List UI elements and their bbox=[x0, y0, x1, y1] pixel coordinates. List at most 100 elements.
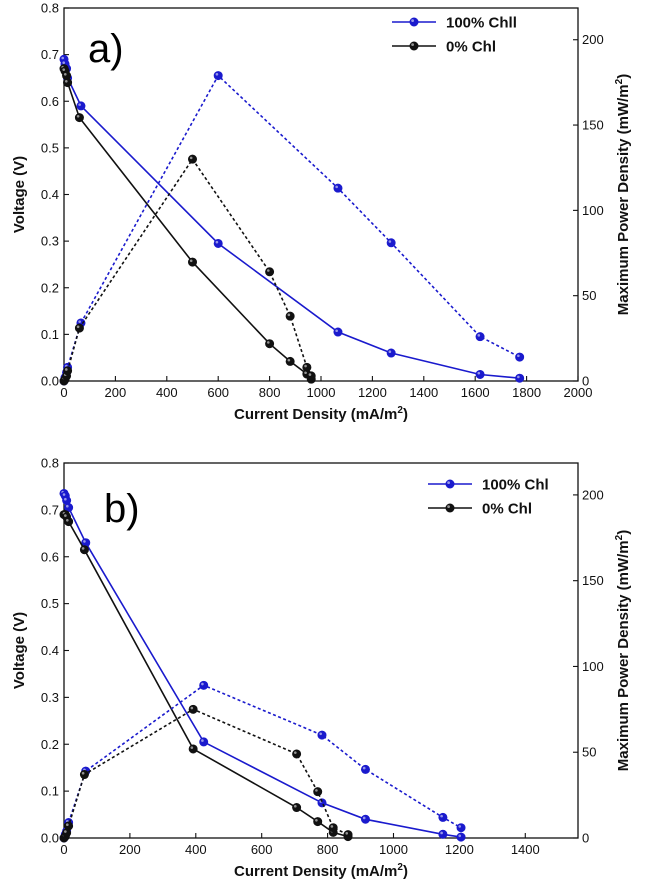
x-tick-label: 1000 bbox=[307, 385, 336, 400]
data-point-highlight bbox=[189, 259, 193, 263]
panel-label: a) bbox=[88, 27, 124, 71]
x-tick-label: 400 bbox=[185, 842, 207, 857]
y2-tick-label: 100 bbox=[582, 203, 604, 218]
data-point-highlight bbox=[64, 830, 67, 833]
data-point-highlight bbox=[477, 371, 481, 375]
data-point-highlight bbox=[215, 72, 219, 76]
data-point-highlight bbox=[62, 493, 66, 496]
data-point bbox=[265, 267, 275, 277]
data-point-highlight bbox=[287, 358, 291, 362]
y2-axis-label-sup: 2 bbox=[614, 534, 625, 540]
y-tick-label: 0.4 bbox=[41, 643, 59, 658]
data-point bbox=[475, 369, 485, 379]
data-point bbox=[63, 366, 73, 376]
y2-tick-label: 0 bbox=[582, 831, 589, 846]
data-point bbox=[475, 332, 485, 342]
data-point bbox=[285, 356, 295, 366]
data-point-highlight bbox=[76, 114, 80, 118]
legend-marker-highlight bbox=[411, 43, 414, 46]
series-line-2 bbox=[63, 74, 521, 382]
data-point bbox=[333, 327, 343, 337]
data-point-highlight bbox=[330, 825, 334, 828]
series-line-0 bbox=[63, 493, 462, 838]
data-point-highlight bbox=[66, 504, 69, 508]
data-point-highlight bbox=[61, 56, 64, 60]
data-point-highlight bbox=[458, 825, 462, 828]
y-tick-label: 0.3 bbox=[41, 234, 59, 249]
x-tick-label: 2000 bbox=[564, 385, 593, 400]
chart-panel-a: 0 200 400 600 800 1000 1200 1400 1600 1800 20000.0… bbox=[11, 1, 632, 424]
data-point-highlight bbox=[458, 834, 462, 838]
y-axis-label: Voltage (V) bbox=[11, 156, 28, 233]
data-point-highlight bbox=[517, 354, 520, 358]
data-point-highlight bbox=[64, 497, 67, 501]
x-tick-label: 1600 bbox=[461, 385, 490, 400]
y-tick-label: 0.5 bbox=[41, 596, 59, 611]
legend-marker bbox=[409, 17, 419, 27]
data-point-highlight bbox=[517, 375, 520, 379]
data-point-highlight bbox=[308, 373, 312, 376]
x-tick-label: 400 bbox=[156, 385, 178, 400]
y-tick-label: 0.8 bbox=[41, 1, 59, 16]
data-point-highlight bbox=[315, 789, 318, 792]
plot-frame bbox=[63, 462, 579, 839]
data-point bbox=[213, 238, 223, 248]
x-axis-label: Current Density (mA/m2) bbox=[234, 405, 408, 423]
y-tick-label: 0.1 bbox=[41, 327, 59, 342]
x-tick-label: 1400 bbox=[511, 842, 540, 857]
data-point-highlight bbox=[362, 816, 366, 820]
data-point-highlight bbox=[76, 325, 80, 329]
data-point bbox=[74, 323, 84, 333]
legend-label: 100% Chl bbox=[482, 477, 549, 494]
data-point-highlight bbox=[304, 371, 307, 375]
y2-tick-label: 200 bbox=[582, 487, 604, 502]
y-tick-label: 0.8 bbox=[41, 456, 59, 471]
data-point-highlight bbox=[440, 814, 443, 818]
y-tick-label: 0.7 bbox=[41, 47, 59, 62]
x-tick-label: 1200 bbox=[445, 842, 474, 857]
data-point bbox=[360, 764, 370, 774]
chart-panel-b: 0 200 400 600 800 1000 1200 14000.00.10.20.30.4… bbox=[11, 456, 632, 881]
legend-marker bbox=[409, 41, 419, 51]
data-point-highlight bbox=[78, 320, 81, 323]
y2-tick-label: 150 bbox=[582, 118, 604, 133]
y-tick-label: 0.2 bbox=[41, 737, 59, 752]
data-point bbox=[360, 814, 370, 824]
y-axis-label: Voltage (V) bbox=[11, 612, 28, 689]
legend-marker bbox=[445, 503, 455, 513]
x-tick-label: 600 bbox=[207, 385, 229, 400]
x-axis-label-tail: ) bbox=[403, 406, 408, 423]
x-tick-label: 800 bbox=[317, 842, 339, 857]
data-point bbox=[456, 832, 466, 842]
data-point bbox=[456, 823, 466, 833]
data-point-highlight bbox=[388, 350, 392, 354]
data-point bbox=[188, 154, 198, 164]
data-point bbox=[328, 823, 338, 833]
data-point-highlight bbox=[64, 80, 68, 83]
data-point bbox=[63, 78, 73, 88]
y2-axis-label-tail: ) bbox=[615, 74, 632, 79]
legend-marker bbox=[445, 479, 455, 489]
legend-marker-highlight bbox=[447, 505, 450, 508]
data-point-highlight bbox=[81, 547, 85, 550]
data-point-highlight bbox=[304, 364, 307, 368]
data-point bbox=[343, 830, 353, 840]
x-tick-label: 0 bbox=[60, 385, 67, 400]
data-point-highlight bbox=[190, 706, 194, 710]
data-point bbox=[313, 787, 323, 797]
y2-tick-label: 150 bbox=[582, 573, 604, 588]
data-point-highlight bbox=[63, 73, 67, 76]
x-tick-label: 200 bbox=[119, 842, 141, 857]
data-point bbox=[515, 373, 525, 383]
series-line-2 bbox=[63, 684, 462, 839]
legend-label: 100% Chll bbox=[446, 15, 517, 32]
data-point bbox=[292, 749, 302, 759]
data-point-highlight bbox=[201, 682, 204, 686]
data-point bbox=[79, 545, 89, 555]
plot-frame bbox=[63, 7, 579, 382]
data-point-highlight bbox=[66, 518, 69, 522]
y-tick-label: 0.7 bbox=[41, 502, 59, 517]
data-point bbox=[313, 817, 323, 827]
x-tick-label: 800 bbox=[259, 385, 281, 400]
data-point bbox=[74, 113, 84, 123]
